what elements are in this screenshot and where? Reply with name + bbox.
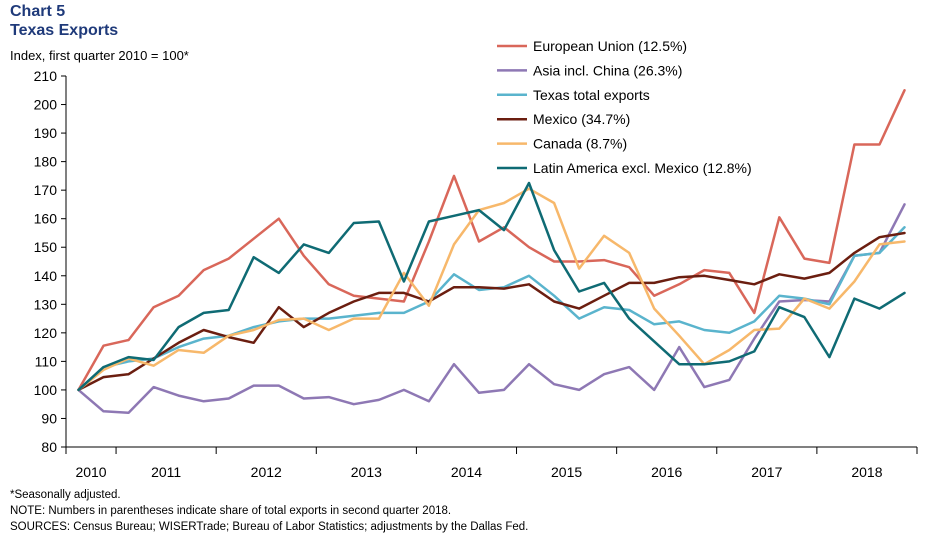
share-note: NOTE: Numbers in parentheses indicate sh… — [10, 505, 452, 517]
y-tick-label: 210 — [34, 68, 58, 84]
y-tick-label: 130 — [34, 296, 58, 312]
y-tick-label: 90 — [41, 410, 57, 426]
y-tick-label: 80 — [41, 439, 57, 455]
chart-subtitle: Texas Exports — [10, 22, 119, 39]
seasonal-note: *Seasonally adjusted. — [10, 489, 121, 501]
y-tick-label: 110 — [35, 353, 58, 369]
x-tick-label: 2012 — [251, 464, 282, 480]
legend-label-5: Latin America excl. Mexico (12.8%) — [533, 160, 752, 176]
series-line-0 — [77, 89, 906, 392]
legend-label-1: Asia incl. China (26.3%) — [533, 62, 682, 78]
y-tick-label: 160 — [34, 211, 58, 227]
sources-note: SOURCES: Census Bureau; WISERTrade; Bure… — [10, 521, 529, 533]
y-tick-label: 120 — [34, 325, 58, 341]
line-chart: 80 90 100 110 120 130 140 150 160 170 180 190 200 210… — [34, 38, 918, 480]
legend-label-3: Mexico (34.7%) — [533, 111, 630, 127]
y-axis-label: Index, first quarter 2010 = 100* — [10, 48, 189, 63]
x-tick-label: 2010 — [75, 464, 106, 480]
y-tick-label: 200 — [34, 97, 58, 113]
y-tick-label: 150 — [34, 239, 58, 255]
x-tick-label: 2017 — [751, 464, 782, 480]
legend-label-4: Canada (8.7%) — [533, 136, 627, 152]
x-tick-label: 2015 — [551, 464, 582, 480]
legend-label-0: European Union (12.5%) — [533, 38, 687, 54]
y-tick-label: 100 — [34, 382, 58, 398]
x-tick-label: 2014 — [451, 464, 482, 480]
x-tick-label: 2016 — [651, 464, 682, 480]
series-line-1 — [77, 203, 906, 415]
x-tick-label: 2011 — [151, 464, 181, 480]
legend-label-2: Texas total exports — [533, 87, 650, 103]
y-tick-label: 180 — [34, 154, 58, 170]
x-tick-label: 2013 — [351, 464, 382, 480]
series-line-3 — [77, 231, 906, 392]
x-tick-label: 2018 — [851, 464, 882, 480]
series-line-5 — [77, 181, 906, 392]
chart-title: Chart 5 — [10, 3, 66, 20]
y-tick-label: 190 — [34, 125, 58, 141]
y-tick-label: 140 — [34, 268, 58, 284]
y-tick-label: 170 — [34, 182, 58, 198]
